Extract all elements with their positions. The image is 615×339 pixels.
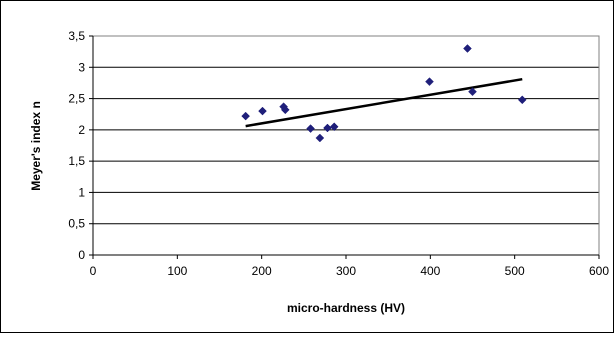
y-axis-title: Meyer's index n — [29, 101, 43, 191]
y-tick-label: 3 — [78, 60, 85, 74]
trendline — [245, 77, 523, 128]
x-tick-label: 100 — [167, 264, 187, 278]
x-tick-label: 0 — [90, 264, 97, 278]
data-point — [258, 106, 267, 116]
data-point — [517, 95, 527, 105]
y-tick-label: 3,5 — [68, 29, 85, 43]
data-point — [315, 133, 325, 143]
y-tick-label: 1,5 — [68, 154, 85, 168]
axes: 0 0,5 1 1,5 2 2,5 3 3,5 0 100 200 300 400 500 600 — [68, 29, 609, 278]
x-tick-label: 300 — [336, 264, 356, 278]
x-tick-label: 500 — [505, 264, 525, 278]
trendline-layer — [245, 77, 523, 128]
y-tick-label: 2,5 — [68, 92, 85, 106]
y-tick-label: 0,5 — [68, 217, 85, 231]
data-point — [241, 111, 250, 121]
x-tick-label: 600 — [589, 264, 609, 278]
y-tick-label: 2 — [78, 123, 85, 137]
data-point — [425, 77, 434, 87]
data-point — [463, 44, 472, 53]
x-tick-label: 200 — [252, 264, 272, 278]
y-tick-label: 1 — [78, 185, 85, 199]
y-tick-label: 0 — [78, 248, 85, 262]
data-point — [329, 122, 339, 132]
x-tick-label: 400 — [420, 264, 440, 278]
data-points — [241, 44, 527, 143]
data-point — [306, 124, 315, 133]
data-point — [468, 87, 477, 97]
x-axis-title: micro-hardness (HV) — [287, 301, 405, 315]
data-point — [280, 105, 290, 115]
